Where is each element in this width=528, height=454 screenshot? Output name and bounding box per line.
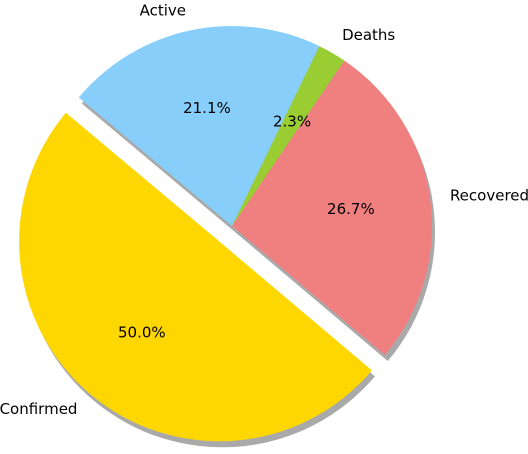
category-label-confirmed: Confirmed bbox=[0, 400, 77, 418]
slice-active bbox=[78, 26, 320, 227]
category-label-active: Active bbox=[140, 1, 186, 19]
slice-recovered bbox=[232, 60, 432, 356]
category-label-recovered: Recovered bbox=[450, 187, 528, 205]
pie-slices bbox=[19, 26, 432, 442]
percent-label-recovered: 26.7% bbox=[327, 200, 375, 218]
percent-label-deaths: 2.3% bbox=[273, 113, 311, 131]
slice-confirmed bbox=[19, 112, 372, 442]
pie-labels: Confirmed 50.0% Recovered 26.7% Deaths 2.3% Ac… bbox=[0, 1, 528, 418]
slice-deaths bbox=[232, 46, 345, 226]
percent-label-active: 21.1% bbox=[183, 99, 231, 117]
percent-label-confirmed: 50.0% bbox=[118, 324, 166, 342]
category-label-deaths: Deaths bbox=[342, 26, 395, 44]
